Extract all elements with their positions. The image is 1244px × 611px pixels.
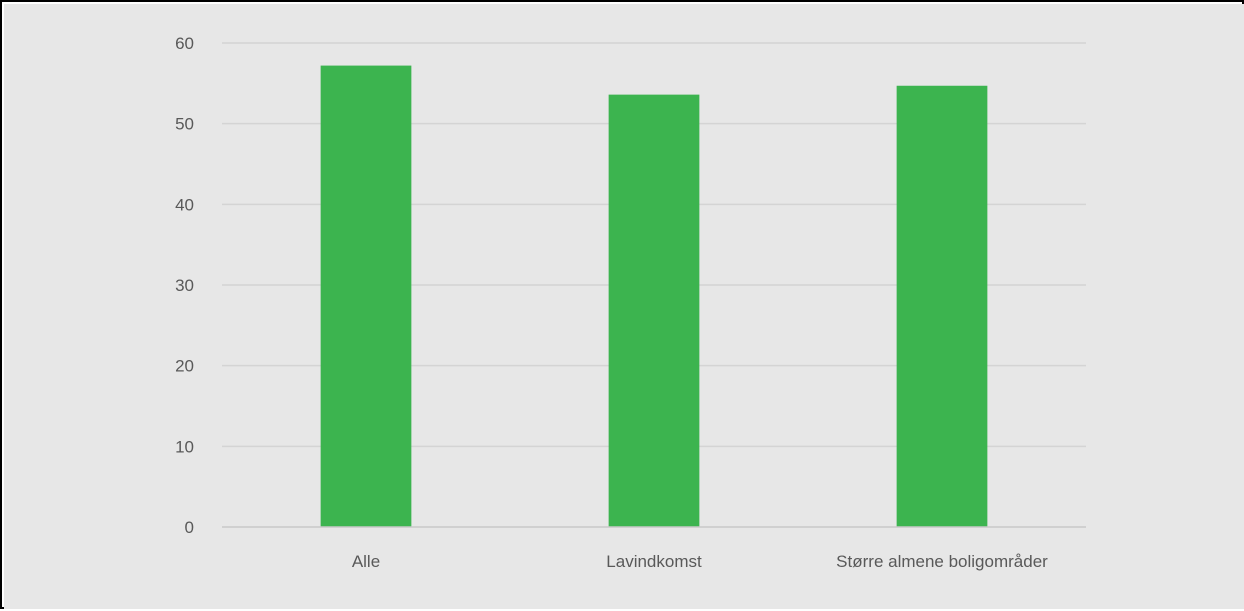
y-tick-label: 30 [175, 276, 194, 295]
y-tick-label: 60 [175, 34, 194, 53]
y-tick-label: 40 [175, 195, 194, 214]
bar [320, 65, 412, 527]
y-tick-label: 10 [175, 437, 194, 456]
x-tick-label: Lavindkomst [606, 552, 702, 571]
bar [896, 85, 988, 528]
y-tick-label: 0 [185, 518, 194, 537]
x-tick-label: Større almene boligområder [836, 552, 1048, 571]
x-tick-label: Alle [352, 552, 380, 571]
y-tick-label: 20 [175, 357, 194, 376]
bar [608, 94, 700, 528]
y-tick-label: 50 [175, 115, 194, 134]
y-tick-labels: 0 10 20 30 40 50 60 [175, 34, 194, 537]
x-tick-labels: Alle Lavindkomst Større almene boligområde… [352, 552, 1048, 571]
bars [320, 65, 988, 528]
